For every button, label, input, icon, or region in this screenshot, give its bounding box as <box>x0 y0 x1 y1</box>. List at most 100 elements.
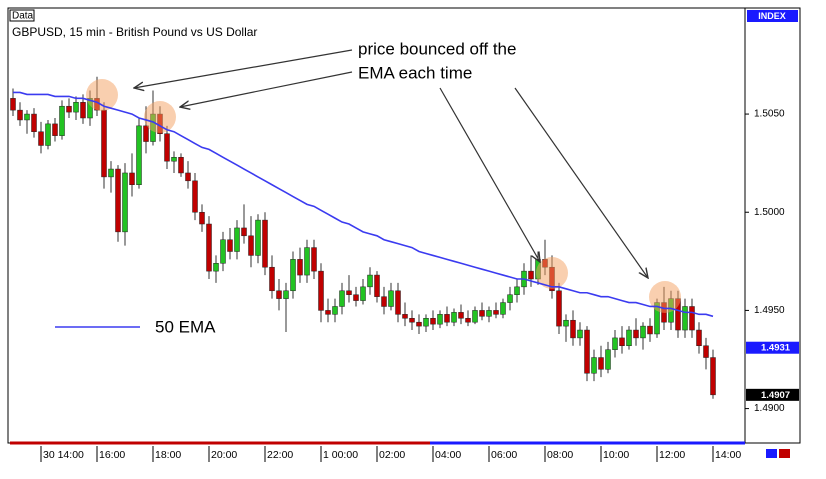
y-tick-label: 1.4950 <box>754 305 785 316</box>
candle-body <box>430 318 436 325</box>
arrow <box>514 87 648 278</box>
arrow <box>439 87 540 262</box>
candle-body <box>38 131 44 146</box>
legend-label: 50 EMA <box>155 317 216 336</box>
candle-body <box>213 263 219 272</box>
candle-body <box>612 337 618 350</box>
candle-body <box>311 247 317 272</box>
candle-body <box>52 123 58 136</box>
candle-body <box>563 319 569 327</box>
candle-body <box>710 357 716 396</box>
candle-body <box>605 349 611 370</box>
touch-circle <box>86 79 118 111</box>
candle-body <box>416 321 422 327</box>
candle-body <box>248 235 254 256</box>
annotation: EMA each time <box>358 63 472 82</box>
x-tick-label: 1 00:00 <box>323 449 358 461</box>
candle-body <box>556 290 562 327</box>
candle-body <box>122 172 128 233</box>
touch-circle <box>144 101 176 133</box>
price-label: 1.4907 <box>761 390 790 401</box>
candle-body <box>24 113 30 121</box>
candle-body <box>80 102 86 119</box>
candle-body <box>332 306 338 315</box>
candle-body <box>577 329 583 339</box>
candles <box>10 76 716 399</box>
touch-circle <box>649 281 681 313</box>
candle-body <box>199 211 205 225</box>
arrow <box>180 71 353 107</box>
candle-body <box>528 270 534 280</box>
candle-body <box>269 266 275 292</box>
x-tick-label: 02:00 <box>379 449 405 461</box>
touch-circles <box>86 79 681 313</box>
candle-body <box>220 239 226 264</box>
candle-body <box>339 290 345 307</box>
y-tick-label: 1.5050 <box>754 109 785 120</box>
candle-body <box>626 329 632 347</box>
candle-body <box>402 314 408 319</box>
panel-box <box>9 9 35 22</box>
candle-body <box>500 302 506 315</box>
candle-body <box>206 223 212 272</box>
candle-body <box>262 219 268 268</box>
x-tick-label: 18:00 <box>155 449 181 461</box>
price-axis <box>744 7 801 444</box>
candle-body <box>514 286 520 295</box>
candle-body <box>647 325 653 335</box>
candle-body <box>73 102 79 113</box>
candle-body <box>451 312 457 323</box>
candle-body <box>171 157 177 162</box>
candle-body <box>241 227 247 237</box>
candle-body <box>66 105 72 113</box>
candle-body <box>689 306 695 331</box>
candle-body <box>619 337 625 347</box>
x-tick-label: 20:00 <box>211 449 237 461</box>
arrows <box>134 49 648 278</box>
price-label-box <box>746 341 799 354</box>
candle-body <box>290 259 296 292</box>
candle-body <box>101 109 107 178</box>
icon[interactable] <box>779 449 790 458</box>
candle-body <box>444 314 450 323</box>
candle-body <box>178 157 184 174</box>
candle-body <box>598 357 604 370</box>
index-label: INDEX <box>758 11 786 21</box>
candle-body <box>458 312 464 319</box>
x-tick-label: 06:00 <box>491 449 517 461</box>
x-tick-label: 14:00 <box>715 449 741 461</box>
icon[interactable] <box>766 449 777 458</box>
candle-body <box>353 294 359 301</box>
candle-body <box>115 168 121 233</box>
candle-body <box>367 274 373 288</box>
candle-body <box>129 172 135 185</box>
x-tick-label: 12:00 <box>659 449 685 461</box>
x-tick-label: 10:00 <box>603 449 629 461</box>
candle-body <box>185 172 191 182</box>
candle-body <box>45 123 51 146</box>
y-tick-label: 1.5000 <box>754 207 785 218</box>
ema-line <box>13 91 714 318</box>
candle-body <box>584 329 590 374</box>
candle-body <box>395 290 401 315</box>
candle-body <box>297 259 303 276</box>
candle-body <box>437 314 443 325</box>
candle-body <box>570 319 576 339</box>
x-tick-label: 16:00 <box>99 449 125 461</box>
candle-body <box>640 325 646 339</box>
x-tick-label: 08:00 <box>547 449 573 461</box>
candle-body <box>486 310 492 317</box>
candle-body <box>325 310 331 315</box>
price-label-box <box>746 388 799 401</box>
candle-body <box>136 125 142 185</box>
price-label: 1.4931 <box>761 343 791 354</box>
candle-body <box>255 219 261 256</box>
candle-body <box>682 306 688 331</box>
candle-body <box>10 98 16 111</box>
candle-body <box>17 109 23 121</box>
candle-body <box>465 318 471 323</box>
candle-body <box>591 357 597 374</box>
